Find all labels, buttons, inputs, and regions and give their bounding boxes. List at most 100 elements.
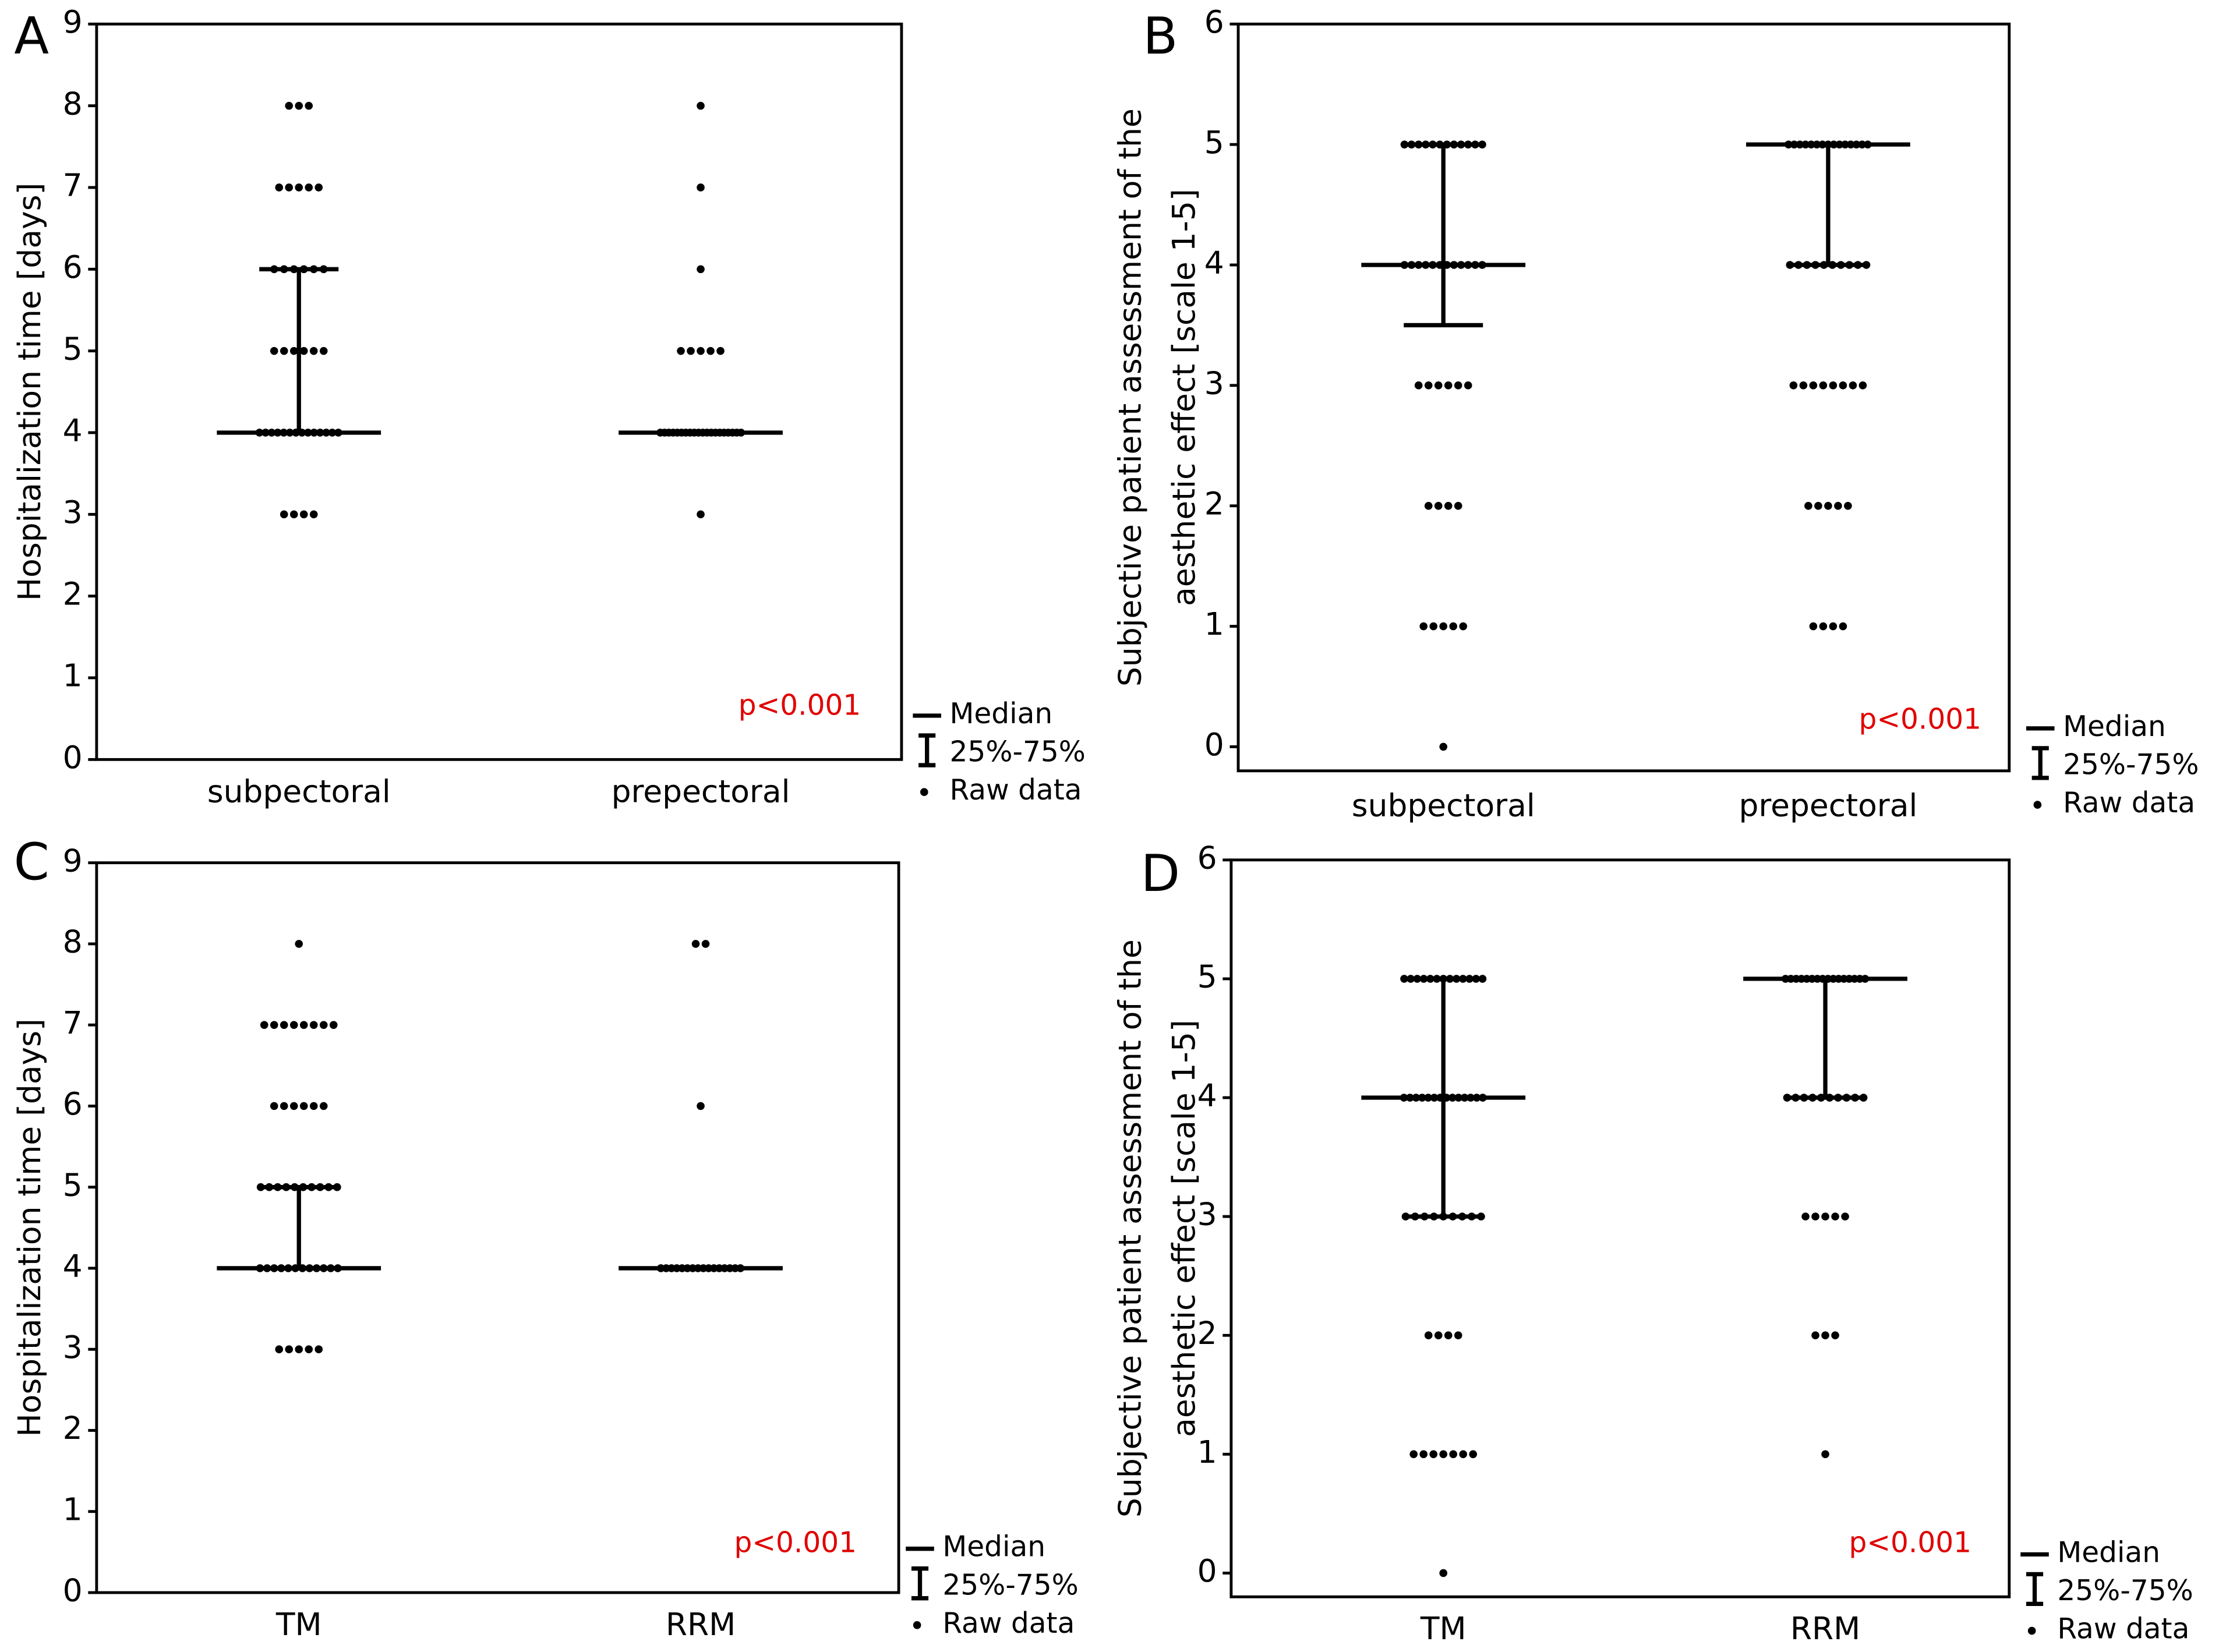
y-axis-label: Hospitalization time [days] [11, 183, 48, 601]
y-tick-label: 5 [63, 330, 83, 367]
y-tick-label: 4 [63, 412, 83, 449]
legend-label: Median [942, 1531, 1045, 1563]
y-tick-label: 5 [63, 1166, 83, 1203]
raw-point [1829, 622, 1838, 631]
legend-label: Median [950, 698, 1053, 730]
raw-point [1419, 622, 1428, 631]
raw-point [1439, 1569, 1448, 1577]
y-tick-label: 0 [63, 1572, 83, 1609]
y-tick-label: 6 [1197, 839, 1217, 876]
raw-point [1834, 501, 1842, 510]
y-tick-label: 6 [1204, 3, 1224, 40]
y-tick-label: 4 [1204, 245, 1224, 281]
raw-point [1424, 1331, 1433, 1340]
raw-point [697, 1102, 705, 1110]
raw-point [305, 101, 313, 110]
raw-point [1809, 622, 1818, 631]
plot-frame [95, 22, 903, 761]
y-tick-label: 6 [63, 249, 83, 285]
raw-point [1469, 1450, 1478, 1459]
raw-point [1841, 1212, 1849, 1221]
legend-label: 25%-75% [942, 1569, 1078, 1601]
raw-point [270, 1021, 278, 1029]
raw-point [1429, 622, 1438, 631]
raw-point [1439, 742, 1448, 751]
x-tick-label: TM [275, 1606, 322, 1643]
raw-point [1849, 381, 1857, 390]
raw-point [299, 346, 308, 355]
y-tick-label: 1 [1204, 606, 1224, 642]
raw-point [1434, 381, 1443, 390]
panel-letter: D [1141, 844, 1180, 903]
raw-point [691, 940, 700, 948]
raw-point [270, 346, 278, 355]
legend-label: 25%-75% [2063, 748, 2199, 781]
panel-letter: B [1143, 6, 1178, 66]
raw-point [1829, 381, 1838, 390]
plot-frame [1236, 22, 2011, 773]
y-axis-label: aesthetic effect [scale 1-5] [1165, 189, 1202, 606]
legend-point-symbol [2027, 1626, 2036, 1635]
raw-point [1419, 1450, 1428, 1459]
y-tick-label: 8 [63, 924, 83, 960]
raw-point [1454, 501, 1462, 510]
x-tick-label: RRM [666, 1606, 736, 1643]
raw-point [1454, 1331, 1462, 1340]
raw-point [1839, 381, 1847, 390]
raw-point [280, 1021, 288, 1029]
p-value: p<0.001 [739, 689, 861, 721]
legend-label: 25%-75% [950, 736, 1086, 769]
raw-point [1839, 622, 1847, 631]
y-axis-label: aesthetic effect [scale 1-5] [1165, 1020, 1202, 1437]
raw-point [1449, 1450, 1458, 1459]
raw-point [1811, 1212, 1819, 1221]
y-tick-label: 9 [63, 3, 83, 40]
legend-label: Raw data [950, 774, 1082, 806]
raw-point [677, 346, 685, 355]
raw-point [706, 346, 715, 355]
raw-point [1789, 381, 1798, 390]
raw-point [295, 183, 303, 192]
raw-point [295, 940, 303, 948]
raw-point [1799, 381, 1808, 390]
raw-point [289, 1102, 298, 1110]
legend-point-symbol [913, 1621, 921, 1629]
legend-label: Raw data [2057, 1613, 2189, 1646]
x-tick-label: RRM [1790, 1610, 1860, 1647]
raw-point [1844, 501, 1852, 510]
raw-point [305, 183, 313, 192]
raw-point [270, 1102, 278, 1110]
raw-point [1819, 622, 1828, 631]
raw-point [1444, 501, 1453, 510]
raw-point [309, 510, 318, 519]
y-tick-label: 2 [63, 575, 83, 612]
x-tick-label: prepectoral [612, 773, 790, 809]
raw-point [1439, 622, 1448, 631]
raw-point [275, 183, 284, 192]
y-tick-label: 3 [63, 494, 83, 530]
y-tick-label: 1 [63, 1491, 83, 1527]
y-tick-label: 2 [63, 1410, 83, 1446]
raw-point [295, 1345, 303, 1354]
raw-point [1434, 1331, 1443, 1340]
raw-point [319, 1102, 328, 1110]
raw-point [1414, 381, 1423, 390]
raw-point [309, 346, 318, 355]
raw-point [1459, 622, 1468, 631]
raw-point [289, 510, 298, 519]
raw-point [289, 1021, 298, 1029]
raw-point [309, 1021, 318, 1029]
x-tick-label: subpectoral [207, 773, 391, 809]
raw-point [1409, 1450, 1418, 1459]
raw-point [1819, 381, 1828, 390]
legend-label: Raw data [2063, 787, 2195, 819]
raw-point [1831, 1212, 1839, 1221]
y-tick-label: 2 [1204, 485, 1224, 522]
y-tick-label: 5 [1204, 124, 1224, 161]
raw-point [295, 101, 303, 110]
raw-point [275, 1345, 284, 1354]
y-tick-label: 4 [63, 1248, 83, 1285]
raw-point [1858, 381, 1867, 390]
raw-point [319, 346, 328, 355]
